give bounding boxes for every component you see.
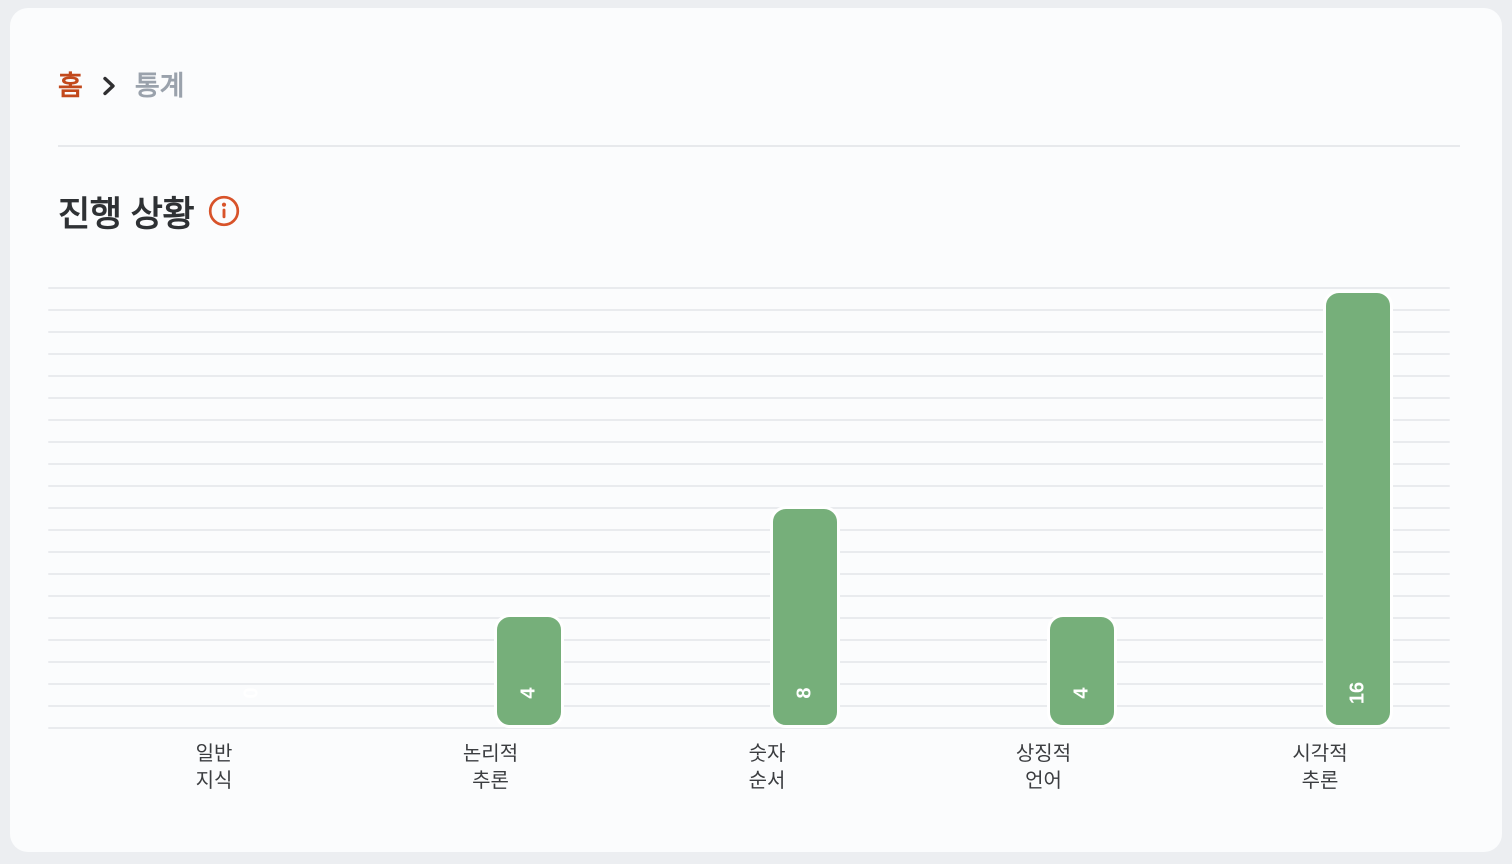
bar-value-label: 8 bbox=[793, 687, 816, 699]
gridline bbox=[48, 727, 1450, 729]
gridline bbox=[48, 353, 1450, 355]
bar-value-label: 0 bbox=[240, 687, 263, 699]
gridline bbox=[48, 551, 1450, 553]
gridline bbox=[48, 309, 1450, 311]
bar-value-label: 4 bbox=[1070, 687, 1092, 699]
info-icon[interactable] bbox=[207, 194, 241, 228]
category-label: 논리적 추론 bbox=[462, 743, 519, 792]
title-row: 진행 상황 bbox=[58, 188, 241, 234]
category-label: 상징적 언어 bbox=[1015, 743, 1072, 792]
gridline bbox=[48, 595, 1450, 597]
gridline bbox=[48, 331, 1450, 333]
gridline bbox=[48, 397, 1450, 399]
gridline bbox=[48, 529, 1450, 531]
category-label: 일반 지식 bbox=[195, 743, 233, 792]
bar-value-label: 16 bbox=[1346, 681, 1369, 705]
gridline bbox=[48, 617, 1450, 619]
header-divider bbox=[58, 145, 1460, 147]
category-label: 시각적 추론 bbox=[1292, 743, 1348, 792]
bar-value-label: 4 bbox=[517, 687, 539, 699]
chart-bar[interactable] bbox=[1323, 290, 1393, 728]
page-title: 진행 상황 bbox=[58, 194, 195, 234]
breadcrumb-current: 통계 bbox=[134, 71, 185, 101]
gridline bbox=[48, 683, 1450, 685]
chart-bar[interactable] bbox=[1046, 614, 1117, 728]
gridline bbox=[48, 375, 1450, 377]
gridline bbox=[48, 639, 1450, 641]
chart-bar[interactable] bbox=[770, 506, 840, 728]
gridline bbox=[48, 705, 1450, 707]
gridline bbox=[48, 419, 1450, 421]
gridline bbox=[48, 661, 1450, 663]
chevron-right-icon bbox=[99, 75, 119, 97]
gridline bbox=[48, 441, 1450, 443]
category-label: 숫자 순서 bbox=[748, 743, 786, 792]
gridline bbox=[48, 573, 1450, 575]
chart-bar[interactable] bbox=[493, 614, 564, 728]
gridline bbox=[48, 507, 1450, 509]
content-card: 홈 통계 진행 상황 0 일반 지식 4 논리적 추론 8 숫자 순서 4 상징적 언어 16 시… bbox=[10, 8, 1502, 852]
breadcrumb: 홈 통계 bbox=[58, 66, 185, 106]
gridline bbox=[48, 287, 1450, 289]
gridline bbox=[48, 485, 1450, 487]
bar-chart: 0 일반 지식 4 논리적 추론 8 숫자 순서 4 상징적 언어 16 시각적 추론 bbox=[48, 280, 1450, 840]
breadcrumb-home-link[interactable]: 홈 bbox=[58, 71, 83, 101]
gridline bbox=[48, 463, 1450, 465]
